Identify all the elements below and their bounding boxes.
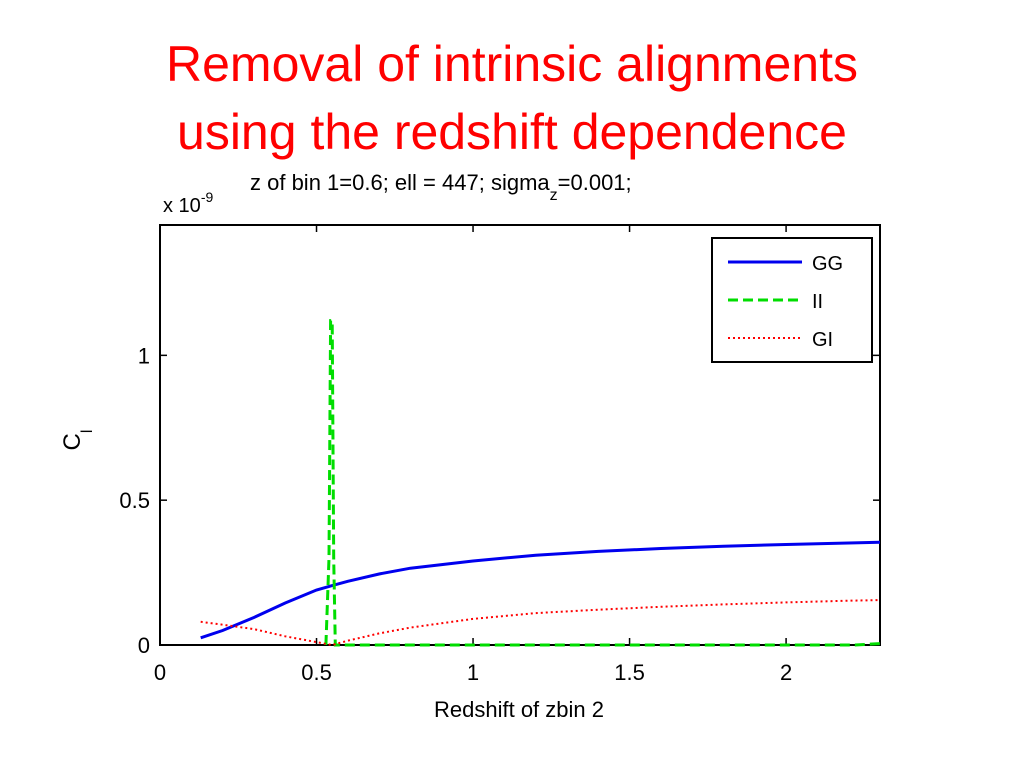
series-line-ii: [324, 319, 881, 647]
x-tick-label: 1.5: [614, 660, 645, 685]
legend: GG II GI: [711, 237, 873, 363]
series-line-gi: [200, 599, 881, 647]
legend-label-gi: GI: [812, 329, 833, 351]
slide-title-line-2: using the redshift dependence: [177, 104, 847, 160]
slide-title-line-1: Removal of intrinsic alignments: [166, 36, 858, 92]
y-tick-label: 1: [138, 343, 150, 368]
x-tick-label: 0.5: [301, 660, 332, 685]
chart-title: z of bin 1=0.6; ell = 447; sigmaz=0.001;: [250, 170, 632, 204]
y-axis-multiplier: x 10-9: [163, 189, 213, 217]
x-tick-label: 2: [780, 660, 792, 685]
x-tick-label: 0: [154, 660, 166, 685]
x-axis-label: Redshift of zbin 2: [434, 697, 604, 722]
series-line-gg: [200, 540, 881, 640]
series-layer: [200, 319, 881, 647]
plot-frame: [159, 224, 881, 646]
legend-label-gg: GG: [812, 253, 843, 275]
legend-label-ii: II: [812, 291, 823, 313]
y-axis-label: Cl: [59, 430, 96, 451]
y-tick-label: 0: [138, 633, 150, 658]
x-tick-label: 1: [467, 660, 479, 685]
axis-ticks: 0 0.5 1 1.5 2 0 0.5 1: [119, 225, 880, 685]
y-tick-label: 0.5: [119, 488, 150, 513]
